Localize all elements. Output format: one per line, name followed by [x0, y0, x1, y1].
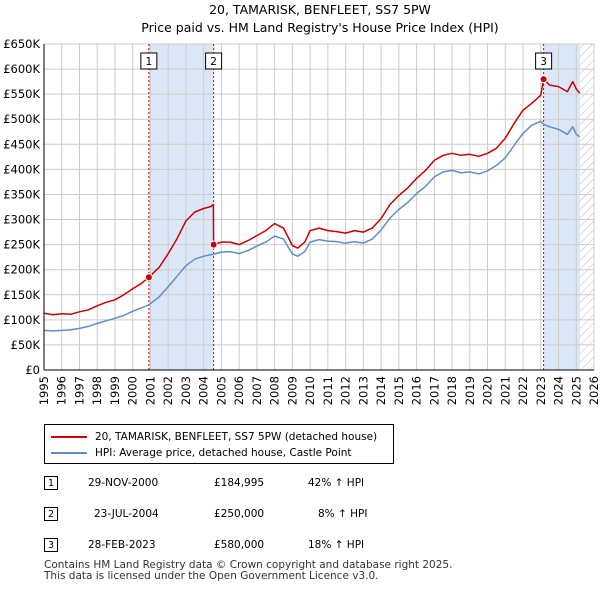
y-tick-label: £50K	[11, 338, 41, 352]
x-tick-label: 2011	[321, 376, 335, 405]
y-tick-label: £200K	[3, 263, 40, 277]
transaction-price: £184,995	[214, 477, 265, 489]
y-tick-label: £500K	[3, 112, 40, 126]
x-tick-label: 2006	[232, 376, 246, 405]
x-tick-label: 1999	[108, 376, 122, 405]
legend-item-property: 20, TAMARISK, BENFLEET, SS7 5PW (detache…	[51, 429, 377, 445]
chart-title-line2: Price paid vs. HM Land Registry's House …	[141, 20, 498, 35]
legend-swatch-property	[51, 436, 87, 438]
series-lines	[43, 78, 581, 332]
x-tick-label: 2025	[569, 376, 583, 405]
x-tick-label: 2024	[552, 376, 566, 405]
property-price-line	[43, 78, 581, 316]
x-tick-label: 2026	[587, 376, 600, 405]
x-axis: 1995 1996 1997 1998 1999 2000 2001 2002 2003 2004…	[37, 369, 600, 405]
x-tick-label: 2022	[516, 376, 530, 405]
x-tick-label: 2017	[427, 376, 441, 405]
x-tick-label: 2013	[356, 376, 370, 405]
legend-label-hpi: HPI: Average price, detached house, Cast…	[95, 447, 352, 459]
y-tick-label: £300K	[3, 213, 40, 227]
x-tick-label: 2002	[161, 376, 175, 405]
transaction-point	[144, 273, 153, 282]
shaded-ownership-period	[543, 44, 580, 370]
transaction-hpi-change: 18% ↑ HPI	[308, 539, 365, 551]
transaction-markers: 1 2 3	[140, 52, 553, 282]
plot-background	[44, 44, 594, 370]
footer-line-2: This data is licensed under the Open Gov…	[44, 570, 379, 582]
x-tick-label: 1997	[72, 376, 86, 405]
x-tick-label: 1998	[90, 376, 104, 405]
transaction-number: 2	[44, 507, 58, 521]
x-tick-label: 2000	[126, 376, 140, 405]
transaction-date: 29-NOV-2000	[88, 477, 159, 489]
x-tick-label: 2009	[285, 376, 299, 405]
y-tick-label: £600K	[3, 62, 40, 76]
transaction-price: £580,000	[214, 539, 265, 551]
legend: 20, TAMARISK, BENFLEET, SS7 5PW (detache…	[44, 424, 394, 464]
transaction-date: 23-JUL-2004	[94, 508, 159, 520]
y-tick-label: £550K	[3, 87, 40, 101]
y-tick-label: £350K	[3, 187, 40, 201]
transaction-row: 1 29-NOV-2000 £184,995 42% ↑ HPI	[44, 474, 444, 492]
transaction-number: 3	[44, 538, 58, 552]
transaction-point	[539, 75, 548, 84]
y-tick-label: £450K	[3, 137, 40, 151]
x-tick-label: 2014	[374, 376, 388, 405]
transaction-number: 1	[44, 476, 58, 490]
hpi-line	[43, 120, 581, 332]
transaction-label-box	[535, 52, 553, 70]
transaction-label-box	[205, 52, 223, 70]
y-tick-label: £0	[25, 363, 40, 377]
transaction-row: 2 23-JUL-2004 £250,000 8% ↑ HPI	[44, 505, 444, 523]
y-tick-label: £650K	[3, 37, 40, 51]
x-tick-label: 2012	[339, 376, 353, 405]
legend-label-property: 20, TAMARISK, BENFLEET, SS7 5PW (detache…	[95, 431, 378, 443]
x-tick-label: 2018	[445, 376, 459, 405]
x-tick-label: 2007	[250, 376, 264, 405]
x-tick-label: 2016	[410, 376, 424, 405]
footer-attribution: Contains HM Land Registry data © Crown c…	[44, 560, 452, 582]
y-axis: £0 £50K £100K £150K £200K £250K £300K £350K £400…	[3, 37, 45, 377]
x-tick-label: 1996	[55, 376, 69, 405]
transaction-label: 2	[210, 56, 217, 68]
x-tick-label: 2020	[481, 376, 495, 405]
transaction-hpi-change: 42% ↑ HPI	[308, 477, 365, 489]
x-tick-label: 2004	[197, 376, 211, 405]
x-tick-label: 2003	[179, 376, 193, 405]
y-tick-label: £250K	[3, 238, 40, 252]
transaction-label-box	[140, 52, 158, 70]
shaded-ownership-period	[148, 44, 214, 370]
transaction-label: 3	[540, 56, 547, 68]
x-tick-label: 1995	[37, 376, 51, 405]
chart-title-line1: 20, TAMARISK, BENFLEET, SS7 5PW	[209, 2, 431, 17]
legend-item-hpi: HPI: Average price, detached house, Cast…	[51, 445, 352, 461]
grid-lines	[43, 43, 595, 371]
transaction-label: 1	[146, 56, 153, 68]
x-tick-label: 2023	[534, 376, 548, 405]
footer-line-1: Contains HM Land Registry data © Crown c…	[44, 559, 453, 571]
legend-swatch-hpi	[51, 452, 87, 454]
x-tick-label: 2021	[498, 376, 512, 405]
y-tick-label: £400K	[3, 162, 40, 176]
transaction-date: 28-FEB-2023	[88, 539, 156, 551]
transaction-price: £250,000	[214, 508, 265, 520]
x-tick-label: 2005	[214, 376, 228, 405]
transaction-hpi-change: 8% ↑ HPI	[318, 508, 368, 520]
x-tick-label: 2010	[303, 376, 317, 405]
x-tick-label: 2015	[392, 376, 406, 405]
y-tick-label: £100K	[3, 313, 40, 327]
x-tick-label: 2001	[143, 376, 157, 405]
future-hatch-area	[579, 44, 594, 370]
y-tick-label: £150K	[3, 288, 40, 302]
transaction-point	[209, 240, 218, 249]
transaction-row: 3 28-FEB-2023 £580,000 18% ↑ HPI	[44, 536, 444, 554]
plot-area	[44, 44, 594, 370]
x-tick-label: 2008	[268, 376, 282, 405]
x-tick-label: 2019	[463, 376, 477, 405]
price-chart: 20, TAMARISK, BENFLEET, SS7 5PW Price pa…	[3, 2, 600, 405]
